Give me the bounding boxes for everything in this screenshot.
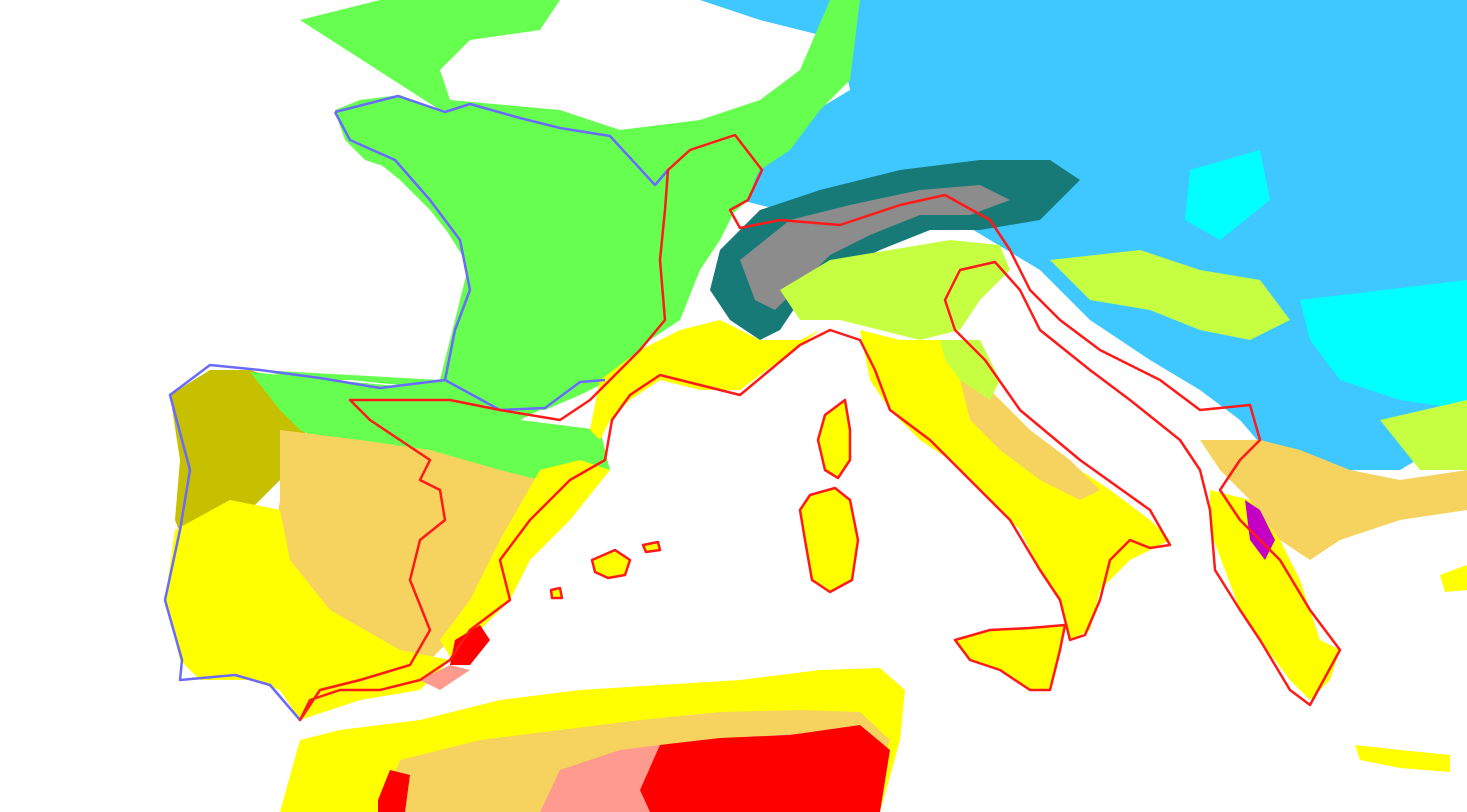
border-ibiza xyxy=(549,586,564,600)
zone-lime-east xyxy=(1380,400,1467,470)
zone-red-se-spain xyxy=(450,625,490,665)
climate-zones xyxy=(165,0,1467,812)
zone-lime-italy xyxy=(940,340,1000,400)
zone-salmon-se-spain xyxy=(420,665,470,690)
zone-cyan xyxy=(1300,280,1467,410)
border-red-region xyxy=(298,133,1342,722)
border-sicily xyxy=(953,623,1067,692)
zone-yellow-aegean xyxy=(1440,565,1467,592)
zone-yellow-italy xyxy=(860,330,1170,640)
zone-lime-po xyxy=(780,240,1010,340)
zone-red-west-africa xyxy=(378,770,410,812)
zone-yellow-sardinia xyxy=(800,488,858,592)
border-west-outline xyxy=(163,94,669,721)
border-corsica xyxy=(816,398,852,480)
zone-cyan-2 xyxy=(1185,150,1270,240)
zone-yellow-iberia xyxy=(165,500,450,720)
border-menorca xyxy=(641,540,662,554)
zone-sky-blue xyxy=(700,0,1467,470)
zone-yellow-france-south xyxy=(590,320,820,440)
zone-yellow-corsica xyxy=(818,400,850,478)
zone-yellow-greece xyxy=(1210,490,1340,700)
zone-red-north-africa xyxy=(640,725,890,812)
zone-lime-balkan xyxy=(1050,250,1290,340)
zone-alps-gray xyxy=(740,185,1010,310)
border-sardinia xyxy=(798,486,860,594)
zone-yellow-crete xyxy=(1355,745,1450,772)
border-mallorca xyxy=(590,548,632,580)
region-borders xyxy=(163,94,1342,722)
zone-yellow-iberia-east xyxy=(440,460,610,665)
zone-tan-balkans xyxy=(1200,440,1467,560)
border-france-west-coast xyxy=(333,111,472,381)
zone-magenta-balkans xyxy=(1245,500,1275,560)
zone-yellow-sicily xyxy=(955,625,1065,690)
zone-olive-iberia xyxy=(170,370,310,560)
zone-green-france xyxy=(335,96,760,410)
zone-tan-italy xyxy=(960,380,1100,500)
